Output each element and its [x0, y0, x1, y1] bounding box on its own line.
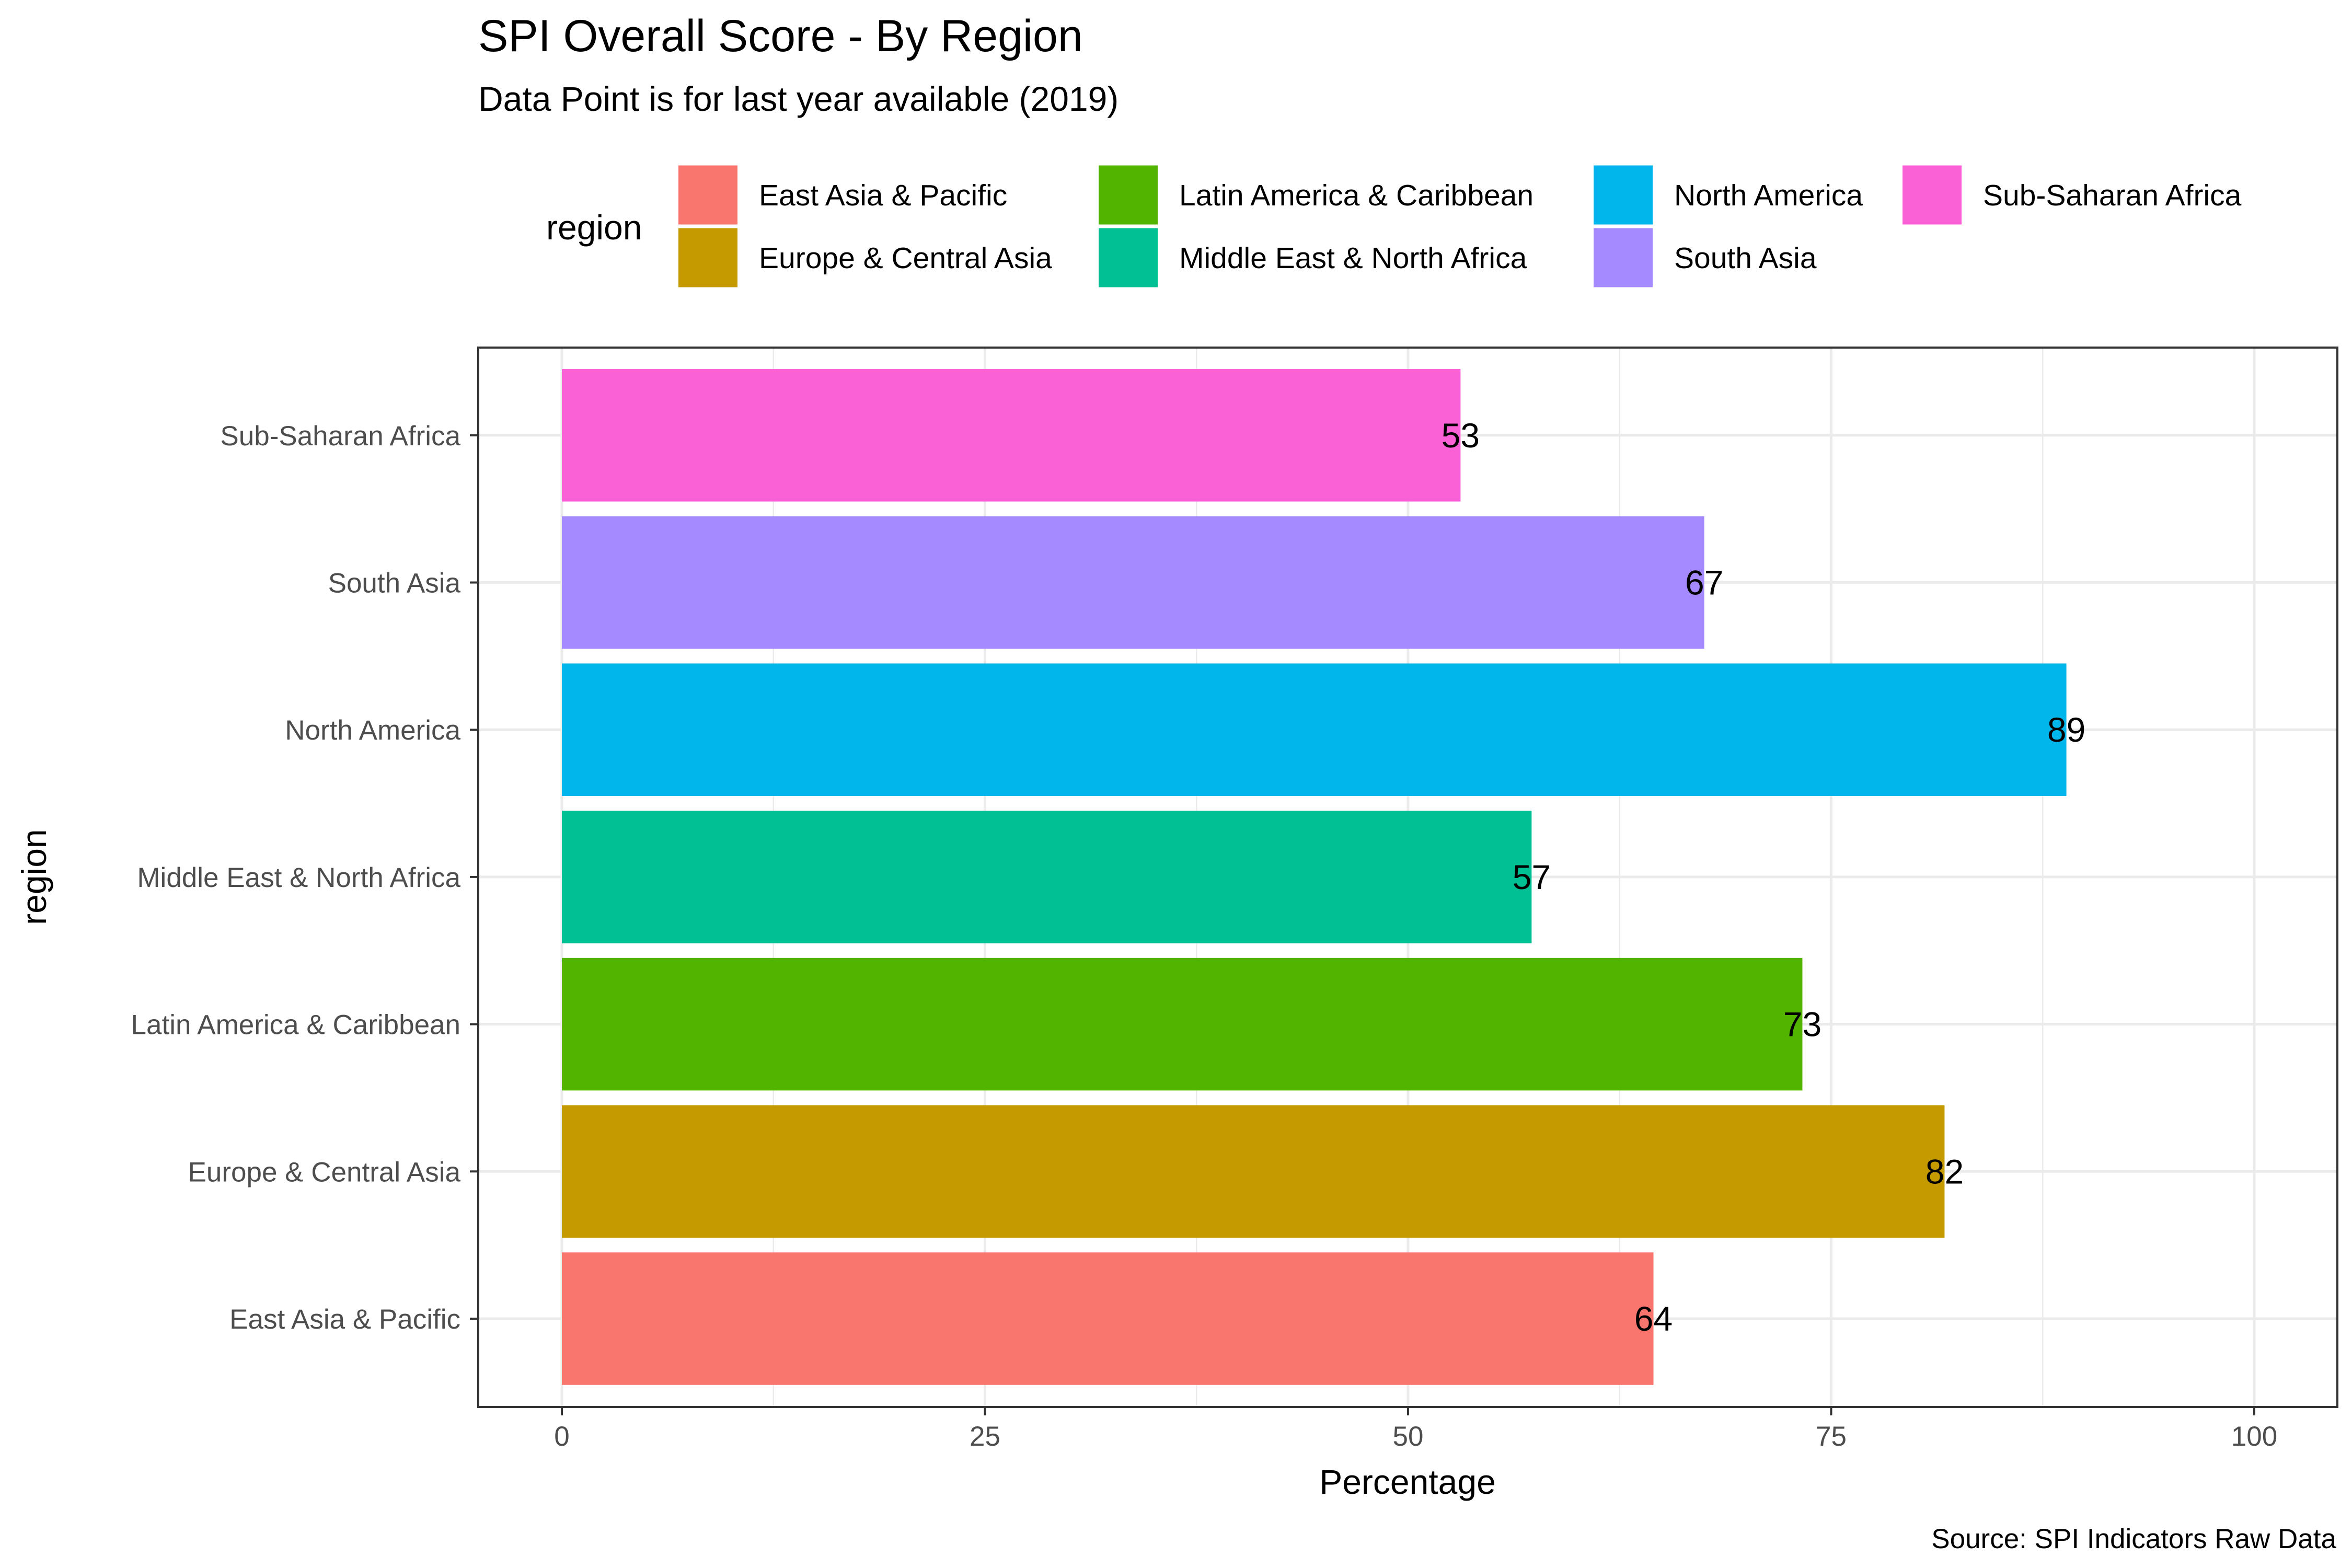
legend-swatch	[1099, 228, 1158, 287]
chart-caption: Source: SPI Indicators Raw Data	[1931, 1524, 2336, 1554]
bar	[562, 811, 1532, 943]
x-axis-title: Percentage	[1319, 1462, 1496, 1501]
bar	[562, 1105, 1945, 1238]
bar	[562, 958, 1803, 1091]
x-tick-label: 0	[554, 1421, 569, 1452]
legend-swatch	[1903, 165, 1962, 225]
y-tick-label: North America	[285, 715, 460, 746]
chart-title: SPI Overall Score - By Region	[478, 11, 1083, 61]
legend: region East Asia & Pacific Europe & Centr…	[546, 165, 2242, 287]
data-label: 89	[2047, 710, 2085, 749]
plot-area: 64 82 73 57 89 67 53	[477, 347, 2338, 1408]
legend-label: Sub-Saharan Africa	[1983, 179, 2242, 212]
bar	[562, 663, 2067, 796]
x-tick-label: 75	[1816, 1421, 1847, 1452]
legend-swatch	[1594, 228, 1653, 287]
data-label: 67	[1685, 563, 1723, 602]
legend-swatch	[678, 165, 737, 225]
data-label: 57	[1513, 858, 1551, 896]
bar	[562, 1252, 1654, 1385]
y-tick-label: Sub-Saharan Africa	[220, 421, 460, 452]
legend-swatch	[1099, 165, 1158, 225]
data-labels: 64 82 73 57 89 67 53	[1442, 416, 2086, 1338]
legend-swatch	[1594, 165, 1653, 225]
legend-label: North America	[1674, 179, 1863, 212]
y-axis: East Asia & Pacific Europe & Central Asia…	[131, 421, 478, 1335]
legend-title: region	[546, 208, 642, 247]
legend-label: Europe & Central Asia	[759, 241, 1052, 275]
x-axis: 0 25 50 75 100	[554, 1407, 2277, 1452]
legend-label: Latin America & Caribbean	[1179, 179, 1534, 212]
y-tick-label: Latin America & Caribbean	[131, 1010, 460, 1041]
y-tick-label: Europe & Central Asia	[188, 1157, 461, 1187]
data-label: 53	[1442, 416, 1480, 455]
x-tick-label: 100	[2231, 1421, 2277, 1452]
y-tick-label: Middle East & North Africa	[137, 862, 460, 893]
x-tick-label: 25	[970, 1421, 1000, 1452]
legend-swatch	[678, 228, 737, 287]
bars	[562, 369, 2067, 1385]
y-tick-label: South Asia	[328, 568, 461, 599]
y-tick-label: East Asia & Pacific	[229, 1304, 460, 1335]
bar	[562, 516, 1704, 649]
data-label: 64	[1634, 1299, 1673, 1338]
chart-subtitle: Data Point is for last year available (2…	[478, 79, 1119, 118]
y-axis-title: region	[15, 829, 53, 925]
legend-label: Middle East & North Africa	[1179, 241, 1527, 275]
legend-label: East Asia & Pacific	[759, 179, 1007, 212]
data-label: 73	[1783, 1005, 1821, 1044]
data-label: 82	[1926, 1152, 1964, 1191]
bar	[562, 369, 1461, 502]
x-tick-label: 50	[1393, 1421, 1424, 1452]
legend-label: South Asia	[1674, 241, 1817, 275]
